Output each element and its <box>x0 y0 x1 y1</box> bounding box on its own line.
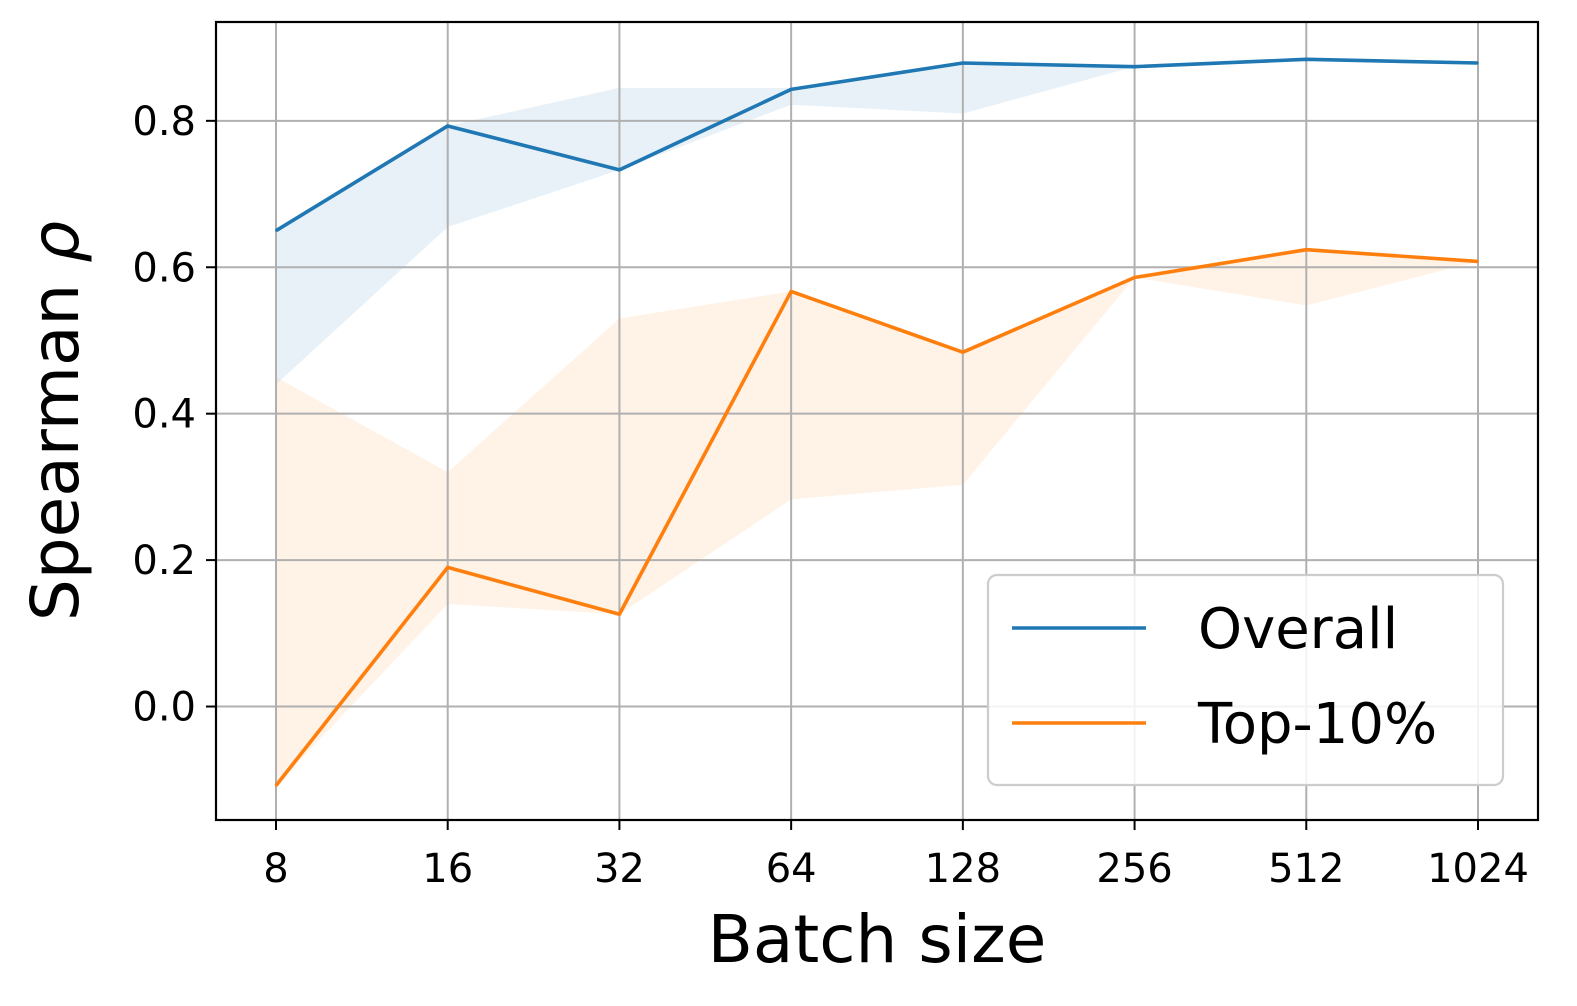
point-overall <box>618 169 621 171</box>
axis-ticks: 8 16 32 64 128 256 512 1024 0.0 0.2 0.4 0.6 0.8 <box>132 99 1529 892</box>
y-tick-label: 0.0 <box>132 685 196 731</box>
point-top-10- <box>1477 260 1479 263</box>
point-top-10- <box>1133 276 1136 279</box>
point-overall <box>275 229 277 232</box>
band-top-10- <box>276 249 1478 786</box>
x-tick-label: 32 <box>594 846 645 892</box>
point-top-10- <box>446 566 449 569</box>
y-tick-label: 0.2 <box>132 538 196 584</box>
point-overall <box>1305 58 1308 61</box>
legend: Overall Top-10% <box>986 573 1505 787</box>
y-tick-label: 0.6 <box>132 245 196 291</box>
line-top-10- <box>274 247 1479 787</box>
point-top-10- <box>618 613 621 616</box>
x-tick-label: 64 <box>766 846 817 892</box>
point-top-10- <box>1305 248 1308 251</box>
x-tick-label: 128 <box>925 846 1001 892</box>
x-tick-label: 256 <box>1096 846 1172 892</box>
point-overall <box>446 125 449 127</box>
point-overall <box>1477 62 1479 64</box>
point-overall <box>790 88 792 91</box>
plot-frame <box>214 20 1540 822</box>
series-lines <box>274 57 1479 787</box>
x-tick-label: 512 <box>1268 846 1344 892</box>
legend-label-top-10-: Top-10% <box>1197 692 1437 757</box>
x-axis-label: Batch size <box>708 901 1047 978</box>
grid-lines <box>216 22 1538 820</box>
point-top-10- <box>790 290 792 293</box>
x-tick-label: 1024 <box>1427 846 1529 892</box>
legend-label-overall: Overall <box>1198 597 1398 662</box>
y-axis-label-symbol: ρ <box>17 221 94 263</box>
line-overall <box>275 57 1479 233</box>
point-top-10- <box>962 351 964 353</box>
y-axis-label-text: Spearman <box>17 263 94 621</box>
y-axis-label: Spearman ρ <box>17 221 94 621</box>
point-overall <box>1133 65 1136 68</box>
band-overall <box>276 59 1478 385</box>
point-overall <box>962 62 964 64</box>
x-tick-label: 8 <box>263 846 288 892</box>
confidence-bands <box>276 59 1478 786</box>
x-tick-label: 16 <box>422 846 473 892</box>
y-tick-label: 0.4 <box>132 392 196 438</box>
y-tick-label: 0.8 <box>132 99 196 145</box>
point-top-10- <box>275 784 277 787</box>
